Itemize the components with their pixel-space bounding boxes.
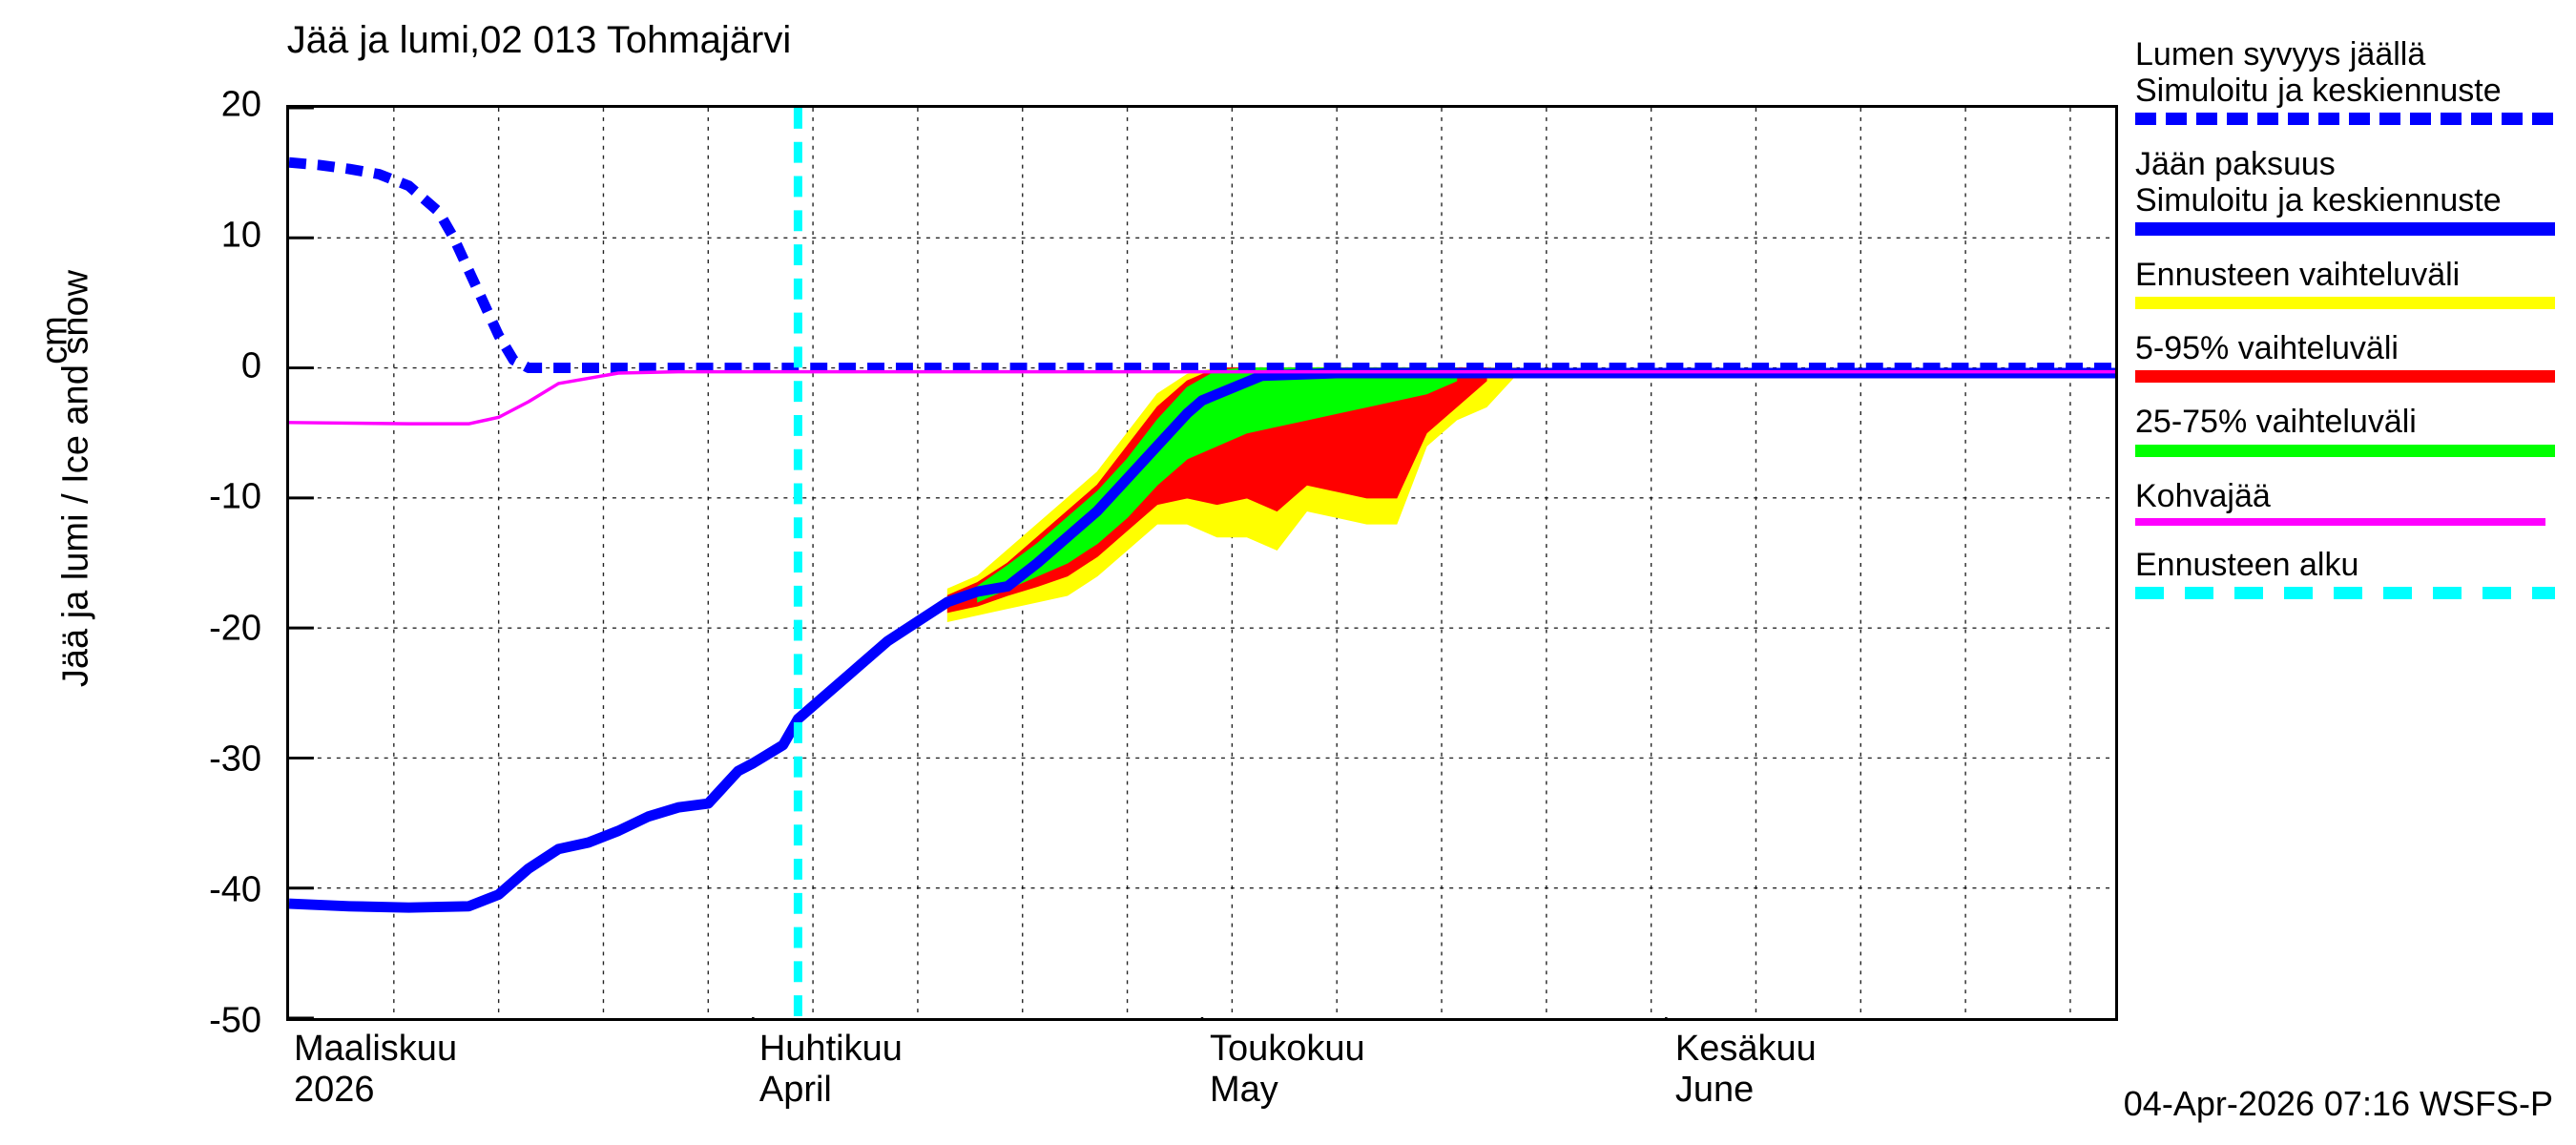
x-axis-tick-labels: Maaliskuu 2026 Huhtikuu April Toukokuu May Kes… (286, 1029, 2118, 1134)
legend-label-primary: 25-75% vaihteluväli (2135, 404, 2417, 441)
x-tick-group: Huhtikuu April (759, 1029, 903, 1112)
x-tick-label-en: 2026 (294, 1070, 375, 1111)
legend-swatch (2135, 113, 2555, 126)
legend-swatch (2135, 370, 2555, 384)
x-tick-label-en: April (758, 1070, 832, 1111)
x-tick-label-fi: Kesäkuu (1674, 1029, 1817, 1069)
series-line (289, 367, 2115, 913)
band-00ff00 (977, 367, 1458, 603)
legend-label-primary: Kohvajää (2135, 477, 2271, 514)
legend-label-primary: Ennusteen alku (2135, 546, 2359, 583)
series-line (289, 156, 2115, 374)
legend-label-primary: Ennusteen vaihteluväli (2135, 257, 2461, 294)
page-title: Jää ja lumi,02 013 Tohmajärvi (286, 19, 792, 61)
legend-entry[interactable]: 25-75% vaihteluväli (2135, 404, 2576, 457)
x-tick-group: Maaliskuu 2026 (294, 1029, 457, 1112)
legend-swatch (2135, 586, 2555, 599)
y-axis-tick-labels: 20 10 0 -10 -20 -30 -40 -50 (0, 85, 275, 1041)
legend-entry[interactable]: 5-95% vaihteluväli (2135, 330, 2576, 384)
legend-label-primary: Jään paksuus (2135, 146, 2336, 183)
legend-swatch (2135, 517, 2545, 526)
plot-area (286, 105, 2118, 1021)
y-axis-title: Jää ja lumi / Ice and snow (55, 269, 96, 688)
legend-swatch (2135, 222, 2555, 237)
legend-swatch (2135, 444, 2555, 457)
x-tick-label-fi: Toukokuu (1210, 1029, 1365, 1069)
y-tick-label: 20 (220, 84, 261, 125)
legend-label-primary: 5-95% vaihteluväli (2135, 330, 2399, 367)
y-tick-label: -50 (209, 1000, 261, 1041)
legend-label-primary: Lumen syvyys jäällä (2135, 36, 2426, 73)
data-layer (289, 108, 2115, 1018)
y-tick-label: 0 (240, 345, 261, 386)
x-tick-label-en: June (1674, 1070, 1755, 1111)
y-tick-label: -10 (209, 476, 261, 517)
legend-entry[interactable]: Ennusteen alku (2135, 547, 2576, 599)
timestamp-footer: 04-Apr-2026 07:16 WSFS-P (2123, 1084, 2553, 1123)
x-tick-group: Toukokuu May (1210, 1029, 1365, 1112)
legend-entry[interactable]: Kohvajää (2135, 478, 2576, 526)
legend-swatch (2135, 297, 2555, 310)
legend-entry[interactable]: Jään paksuus Simuloitu ja keskiennuste (2135, 146, 2576, 237)
chart-legend: Lumen syvyys jäällä Simuloitu ja keskienn… (2135, 36, 2576, 620)
legend-label-secondary: Simuloitu ja keskiennuste (2135, 73, 2502, 110)
y-axis-unit-label: cm (34, 316, 75, 364)
x-tick-label-en: May (1210, 1070, 1278, 1111)
y-tick-label: -30 (209, 739, 261, 780)
series-line (289, 369, 2115, 426)
y-tick-label: -40 (209, 869, 261, 910)
legend-label-secondary: Simuloitu ja keskiennuste (2135, 182, 2502, 219)
x-tick-label-fi: Huhtikuu (758, 1029, 903, 1069)
y-tick-label: -20 (209, 608, 261, 649)
y-tick-label: 10 (220, 215, 261, 256)
legend-entry[interactable]: Lumen syvyys jäällä Simuloitu ja keskienn… (2135, 36, 2576, 126)
legend-entry[interactable]: Ennusteen vaihteluväli (2135, 257, 2576, 310)
x-tick-group: Kesäkuu June (1675, 1029, 1817, 1112)
x-tick-label-fi: Maaliskuu (294, 1029, 458, 1069)
